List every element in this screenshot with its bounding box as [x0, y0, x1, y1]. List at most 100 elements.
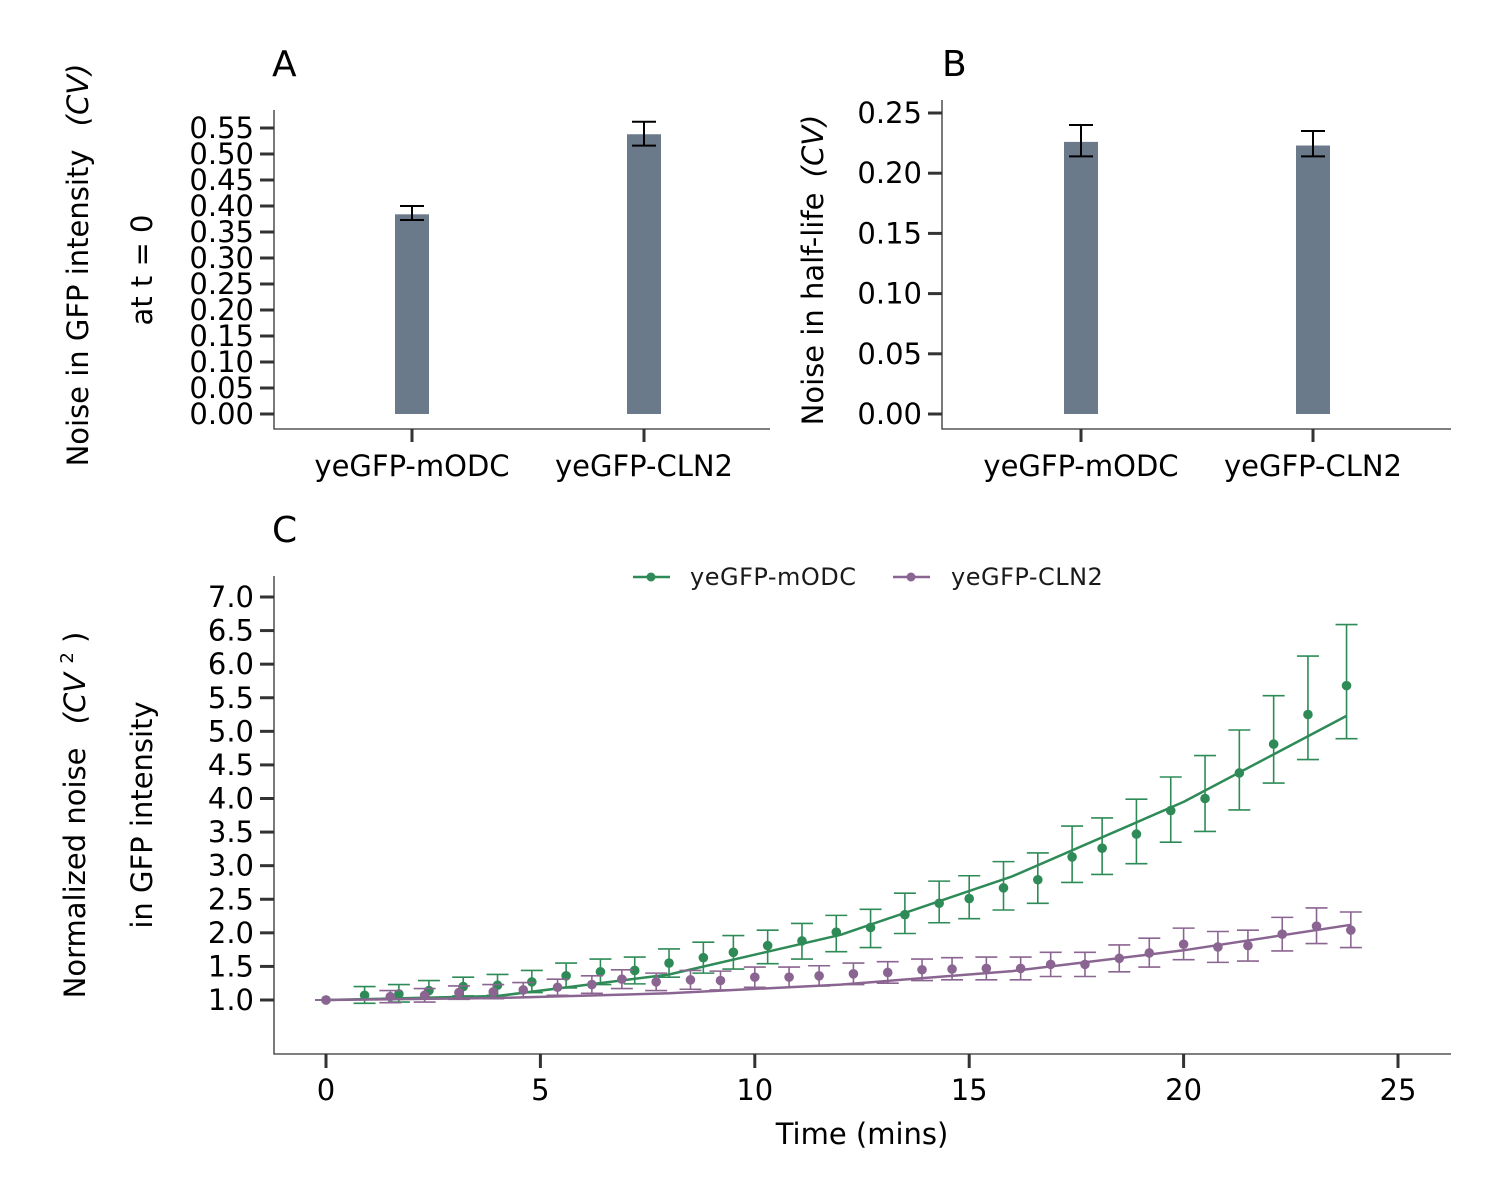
legend: yeGFP-mODC yeGFP-CLN2 — [633, 563, 1103, 591]
data-point — [848, 969, 859, 979]
data-point — [964, 893, 974, 904]
x-tick-label: 15 — [951, 1073, 988, 1107]
legend-label-modc: yeGFP-mODC — [690, 563, 856, 591]
data-point — [1067, 852, 1077, 862]
data-point — [1213, 942, 1223, 952]
data-point — [1165, 805, 1176, 816]
x-tick-label: 5 — [531, 1073, 549, 1107]
x-tick-label: 0 — [317, 1073, 335, 1107]
panel-c-label: C — [272, 510, 297, 551]
data-point — [587, 979, 597, 990]
panel-b-label: B — [942, 44, 967, 85]
legend-marker-cln2 — [906, 572, 916, 582]
panel-b-ylabel-text: Noise in half-life — [796, 193, 830, 426]
panel-a-label: A — [272, 44, 297, 85]
y-tick-label: 0.55 — [189, 111, 254, 145]
data-point — [664, 958, 674, 968]
data-point — [488, 987, 499, 997]
x-tick-label: yeGFP-CLN2 — [555, 449, 733, 483]
panel-b-bars — [1064, 124, 1330, 414]
x-tick-label: yeGFP-CLN2 — [1224, 449, 1402, 483]
series-yeGFP-CLN2 — [315, 907, 1362, 1005]
y-tick-label: 0.40 — [189, 189, 254, 223]
y-tick-label: 5.5 — [208, 681, 254, 715]
y-tick-label: 0.30 — [189, 241, 254, 275]
data-point — [518, 985, 529, 995]
panel-a-axes — [273, 110, 770, 430]
data-point — [595, 966, 606, 977]
y-tick-label: 0.25 — [189, 267, 254, 301]
panel-c-ylabel-text: Normalized noise — [58, 748, 92, 999]
data-point — [1178, 939, 1189, 950]
data-point — [1341, 680, 1352, 691]
panel-b-ylabel-cv: (CV) — [796, 115, 830, 178]
panel-b-ylabel: Noise in half-life (CV) — [796, 115, 830, 426]
bar-yeGFP-CLN2 — [627, 134, 661, 415]
panel-a-ylabel: Noise in GFP intensity (CV) — [61, 64, 95, 467]
panel-a-ylabel-text: Noise in GFP intensity — [61, 150, 95, 467]
panel-c-axes — [273, 576, 1451, 1055]
data-point — [1045, 959, 1056, 970]
panel-b-x-axis: yeGFP-mODC yeGFP-CLN2 — [983, 429, 1402, 483]
bar-yeGFP-CLN2 — [1296, 145, 1330, 414]
y-tick-label: 0.15 — [857, 216, 922, 250]
panel-c-x-axis: 0 5 10 15 20 25 — [317, 1054, 1417, 1107]
y-tick-label: 7.0 — [208, 580, 254, 614]
y-tick-label: 4.0 — [208, 782, 254, 816]
panel-b-y-axis: 0.00 0.05 0.10 0.15 0.20 0.25 — [857, 96, 942, 431]
y-tick-label: 4.5 — [208, 748, 254, 782]
x-tick-label: yeGFP-mODC — [314, 449, 509, 483]
y-tick-label: 0.35 — [189, 215, 254, 249]
panel-c: C Normalized noise (CV 2 ) in GFP intens… — [46, 510, 1451, 1151]
data-point — [1114, 953, 1125, 964]
panel-b-axes — [941, 100, 1451, 430]
panel-b: B Noise in half-life (CV) 0.000.050.100.… — [796, 44, 1451, 483]
y-tick-label: 1.5 — [208, 949, 254, 983]
y-tick-label: 0.20 — [189, 293, 254, 327]
data-point — [394, 989, 404, 999]
data-point — [1303, 709, 1313, 720]
fit-line — [325, 714, 1348, 1002]
y-tick-label: 6.0 — [208, 647, 254, 681]
data-point — [1277, 929, 1288, 939]
series-yeGFP-mODC — [315, 623, 1358, 1005]
data-point — [917, 964, 927, 975]
data-point — [1311, 921, 1322, 931]
data-point — [1243, 940, 1253, 951]
bar-yeGFP-mODC — [395, 214, 429, 414]
data-point — [947, 964, 957, 974]
data-point — [814, 971, 824, 981]
data-point — [728, 947, 739, 958]
legend-label-cln2: yeGFP-CLN2 — [951, 563, 1103, 591]
y-tick-label: 0.05 — [189, 371, 254, 405]
panel-a: A Noise in GFP intensity (CV) at t = 0 0… — [61, 44, 770, 483]
data-point — [552, 982, 563, 993]
y-tick-label: 6.5 — [208, 614, 254, 648]
data-point — [419, 990, 430, 1001]
data-point — [1131, 829, 1142, 839]
panel-c-plot-area — [315, 623, 1362, 1005]
y-tick-label: 2.0 — [208, 916, 254, 950]
y-tick-label: 3.5 — [208, 815, 254, 849]
panel-a-x-axis: yeGFP-mODC yeGFP-CLN2 — [314, 429, 733, 483]
panel-c-ylabel: Normalized noise (CV 2 ) — [46, 632, 92, 999]
y-tick-label: 0.00 — [857, 397, 922, 431]
y-tick-label: 0.00 — [189, 397, 254, 431]
data-point — [1200, 793, 1210, 804]
panel-c-xlabel: Time (mins) — [775, 1117, 949, 1151]
data-point — [1144, 948, 1155, 958]
x-tick-label: yeGFP-mODC — [983, 449, 1178, 483]
data-point — [617, 974, 627, 984]
y-tick-label: 0.20 — [857, 156, 922, 190]
panel-a-bars — [395, 120, 661, 415]
panel-c-y-axis: 1.01.52.02.53.03.54.04.55.05.56.06.57.0 — [208, 580, 274, 1017]
data-point — [1234, 768, 1245, 778]
data-point — [385, 991, 396, 1002]
data-point — [762, 940, 773, 951]
x-tick-label: 25 — [1380, 1073, 1417, 1107]
panel-a-y-axis: 0.000.050.100.150.200.250.300.350.400.45… — [189, 111, 274, 431]
panel-c-ylabel-cv: (CV — [58, 671, 92, 725]
data-point — [750, 972, 760, 982]
data-point — [1268, 739, 1279, 749]
